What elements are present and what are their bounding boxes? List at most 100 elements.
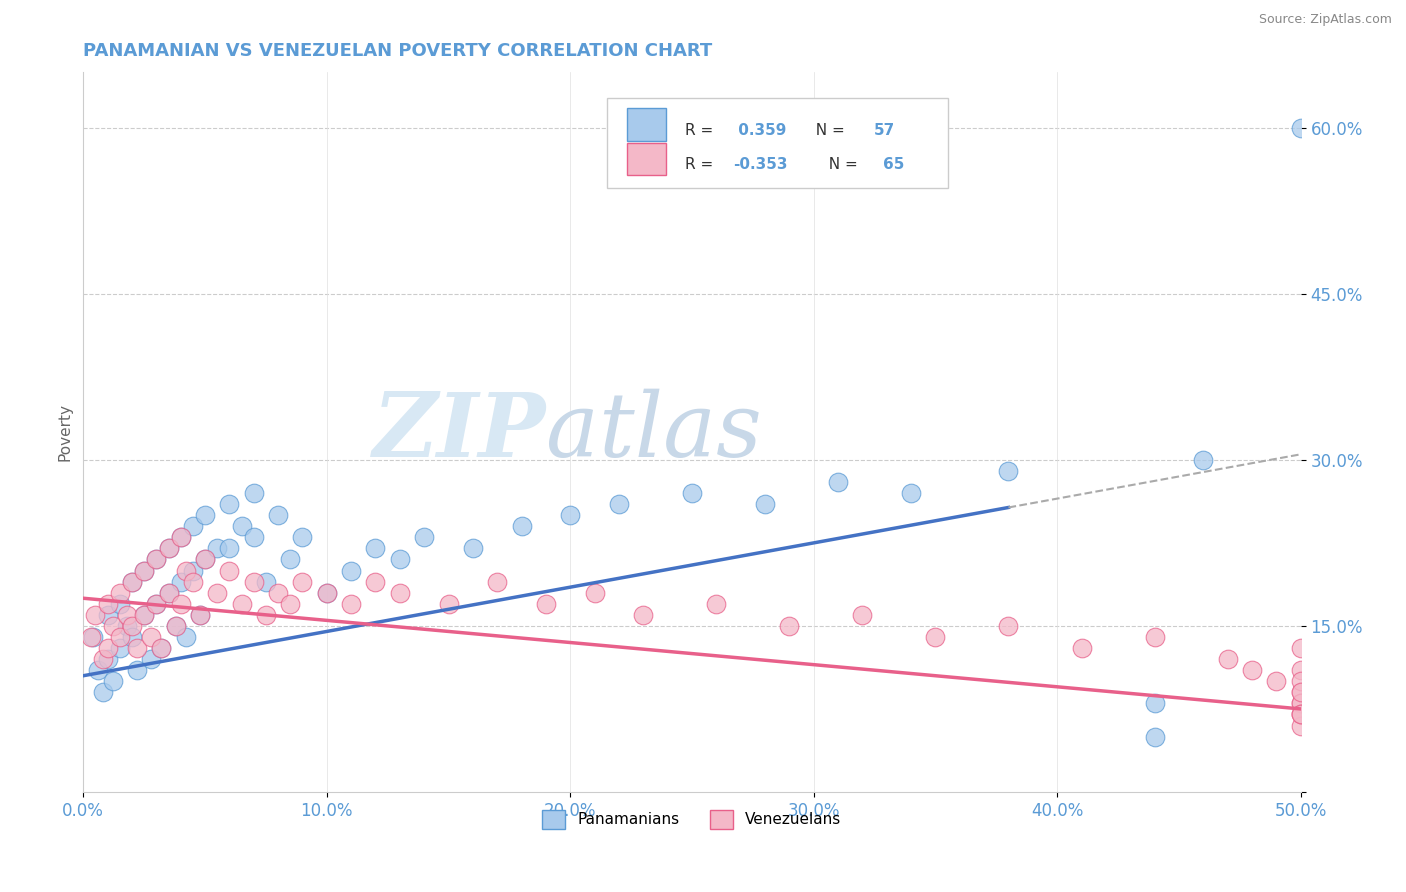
Point [607, 497, 630, 511]
Text: N =: N = [818, 157, 862, 172]
Point [108, 630, 131, 644]
Point [134, 564, 156, 578]
Text: 65: 65 [883, 157, 904, 172]
Point [267, 585, 290, 599]
Point [174, 564, 197, 578]
Point [704, 597, 727, 611]
Point [157, 541, 180, 556]
Point [924, 630, 946, 644]
FancyBboxPatch shape [627, 143, 666, 176]
Point [97, 652, 120, 666]
Point [1289, 697, 1312, 711]
Point [778, 619, 800, 633]
Point [194, 552, 217, 566]
Point [174, 630, 197, 644]
Text: R =: R = [685, 123, 718, 138]
Point [145, 597, 167, 611]
Point [1289, 674, 1312, 689]
Point [79, 630, 101, 644]
Point [364, 541, 387, 556]
Text: -0.353: -0.353 [734, 157, 787, 172]
Point [82, 630, 104, 644]
Point [97, 607, 120, 622]
Point [157, 585, 180, 599]
Text: 0.359: 0.359 [734, 123, 787, 138]
Point [125, 663, 148, 677]
Point [1289, 697, 1312, 711]
Point [1289, 663, 1312, 677]
Point [291, 530, 314, 544]
Point [278, 597, 301, 611]
Point [101, 619, 124, 633]
Point [1216, 652, 1239, 666]
Point [633, 607, 655, 622]
Point [91, 652, 114, 666]
Point [181, 519, 204, 533]
Point [1143, 697, 1166, 711]
Point [218, 497, 240, 511]
Text: 57: 57 [873, 123, 894, 138]
Point [242, 530, 264, 544]
Point [134, 607, 156, 622]
Point [157, 541, 180, 556]
Point [121, 574, 143, 589]
Text: R =: R = [685, 157, 718, 172]
Point [388, 552, 411, 566]
Point [827, 475, 849, 489]
Point [231, 597, 253, 611]
Point [194, 508, 217, 523]
FancyBboxPatch shape [607, 97, 948, 187]
Point [157, 585, 180, 599]
Point [681, 486, 703, 500]
Point [997, 464, 1019, 478]
Point [486, 574, 509, 589]
Point [205, 541, 228, 556]
Point [141, 652, 163, 666]
Point [181, 574, 204, 589]
Y-axis label: Poverty: Poverty [58, 403, 72, 461]
Point [97, 641, 120, 656]
Point [121, 619, 143, 633]
Point [121, 574, 143, 589]
Point [84, 607, 107, 622]
Point [1070, 641, 1092, 656]
Point [1289, 707, 1312, 722]
Point [165, 619, 187, 633]
Point [108, 641, 131, 656]
Point [1289, 707, 1312, 722]
Point [218, 564, 240, 578]
Point [461, 541, 484, 556]
Point [315, 585, 337, 599]
Text: atlas: atlas [546, 389, 762, 475]
Point [125, 641, 148, 656]
Point [242, 486, 264, 500]
Point [1289, 120, 1312, 135]
Point [170, 530, 193, 544]
Point [134, 564, 156, 578]
Point [97, 597, 120, 611]
Point [1192, 453, 1215, 467]
Point [340, 597, 363, 611]
Point [188, 607, 211, 622]
Point [340, 564, 363, 578]
Point [900, 486, 922, 500]
Point [242, 574, 264, 589]
Point [121, 630, 143, 644]
Point [218, 541, 240, 556]
Point [134, 607, 156, 622]
Point [150, 641, 173, 656]
Point [267, 508, 290, 523]
FancyBboxPatch shape [627, 109, 666, 141]
Point [165, 619, 187, 633]
Point [170, 597, 193, 611]
Text: ZIP: ZIP [373, 389, 546, 475]
Point [170, 574, 193, 589]
Point [205, 585, 228, 599]
Point [851, 607, 873, 622]
Text: N =: N = [807, 123, 851, 138]
Point [754, 497, 776, 511]
Point [194, 552, 217, 566]
Point [1143, 730, 1166, 744]
Point [388, 585, 411, 599]
Point [997, 619, 1019, 633]
